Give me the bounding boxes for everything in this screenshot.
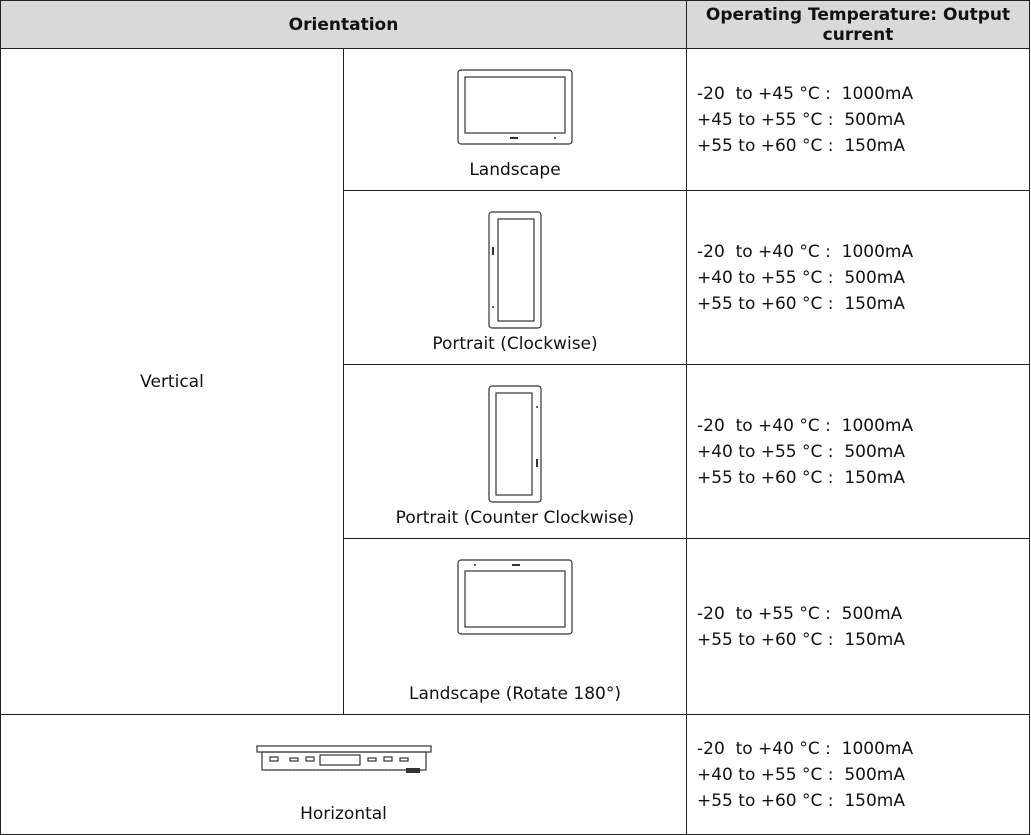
temperature-cell: -20 to +55 °C : 500mA +55 to +60 °C : 150… [686, 538, 1030, 715]
temperature-line: -20 to +40 °C : 1000mA [697, 415, 914, 436]
temperature-line: -20 to +55 °C : 500mA [697, 603, 903, 624]
temperature-line: -20 to +45 °C : 1000mA [697, 83, 914, 104]
temperature-line: -20 to +40 °C : 1000mA [697, 241, 914, 262]
temperature-cell: -20 to +40 °C : 1000mA +40 to +55 °C : 50… [686, 364, 1030, 539]
orientation-label: Portrait (Counter Clockwise) [395, 508, 635, 528]
portrait-icon [488, 211, 542, 329]
temperature-line: +40 to +55 °C : 500mA [697, 764, 905, 785]
orientation-cell: Portrait (Counter Clockwise) [343, 364, 687, 539]
horizontal-icon [255, 745, 432, 773]
orientation-label: Landscape (Rotate 180°) [408, 684, 621, 704]
temperature-line: +55 to +60 °C : 150mA [697, 629, 905, 650]
orientation-cell: Landscape (Rotate 180°) [343, 538, 687, 715]
header-cell: Operating Temperature: Output current [686, 0, 1030, 49]
temperature-cell: -20 to +40 °C : 1000mA +40 to +55 °C : 50… [686, 714, 1030, 835]
orientation-label: Horizontal [300, 804, 387, 824]
temperature-line: +45 to +55 °C : 500mA [697, 109, 905, 130]
temperature-line: +55 to +60 °C : 150mA [697, 135, 905, 156]
header-cell: Orientation [0, 0, 687, 49]
temperature-line: +40 to +55 °C : 500mA [697, 441, 905, 462]
temperature-line: +55 to +60 °C : 150mA [697, 293, 905, 314]
orientation-label: Portrait (Clockwise) [432, 334, 598, 354]
orientation-cell: Horizontal [0, 714, 687, 835]
temperature-cell: -20 to +40 °C : 1000mA +40 to +55 °C : 50… [686, 190, 1030, 365]
temperature-cell: -20 to +45 °C : 1000mA +45 to +55 °C : 50… [686, 48, 1030, 191]
orientation-cell: Portrait (Clockwise) [343, 190, 687, 365]
orientation-label: Landscape [469, 160, 561, 180]
temperature-line: +55 to +60 °C : 150mA [697, 467, 905, 488]
landscape-icon [457, 69, 573, 145]
temperature-line: +40 to +55 °C : 500mA [697, 267, 905, 288]
orientation-cell: Landscape [343, 48, 687, 191]
landscape-icon [457, 559, 573, 635]
temperature-line: +55 to +60 °C : 150mA [697, 790, 905, 811]
portrait-icon [488, 385, 542, 503]
temperature-line: -20 to +40 °C : 1000mA [697, 738, 914, 759]
group-cell: Vertical [0, 48, 344, 715]
